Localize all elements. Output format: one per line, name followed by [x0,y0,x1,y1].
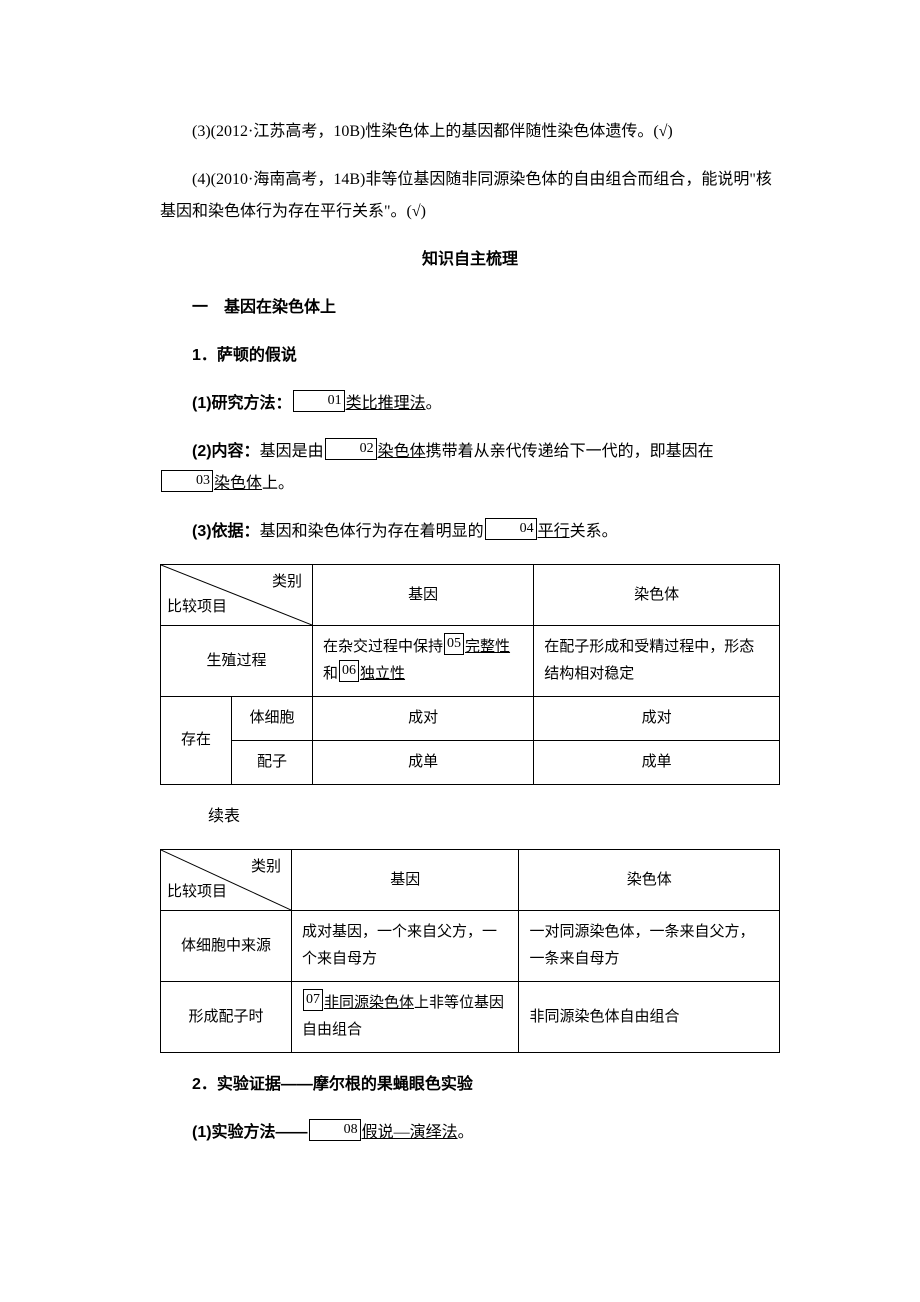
subsection-1-1: 1．萨顿的假说 [160,340,780,372]
t1-h-col2: 基因 [313,565,534,626]
t2-r2c3: 非同源染色体自由组合 [519,982,780,1053]
t2-h-col2: 基因 [292,850,519,911]
sub2-label: 2．实验证据——摩尔根的果蝇眼色实验 [192,1076,473,1093]
t1-r3c1b: 配子 [232,741,313,785]
point-2: (2)内容：基因是由02染色体携带着从亲代传递给下一代的，即基因在03染色体上。 [160,436,780,500]
p2-t5: 上。 [262,475,294,492]
t2-r1c3: 一对同源染色体，一条来自父方，一条来自母方 [519,911,780,982]
t1-r2c1a: 存在 [161,697,232,785]
p2-label: (2)内容： [192,443,260,460]
statement-4: (4)(2010·海南高考，14B)非等位基因随非同源染色体的自由组合而组合，能… [160,164,780,228]
p3-label: (3)依据： [192,523,260,540]
t2-h-col3: 染色体 [519,850,780,911]
t2-r2c1: 形成配子时 [161,982,292,1053]
box-04: 04 [485,518,537,540]
p2-ans2: 染色体 [214,475,262,492]
t1-r1c2-a: 在杂交过程中保持 [323,639,443,655]
t1-r2c1b: 体细胞 [232,697,313,741]
section-1-prefix: 一 [192,299,224,316]
p3-ans: 平行 [538,523,570,540]
p21-suffix: 。 [458,1124,474,1141]
section-1-title: 一 基因在染色体上 [160,292,780,324]
t1-r1c1: 生殖过程 [161,626,313,697]
t1-r1c3: 在配子形成和受精过程中，形态结构相对稳定 [534,626,780,697]
t1-r3c2: 成单 [313,741,534,785]
p1-suffix: 。 [426,395,442,412]
table-1: 类别 比较项目 基因 染色体 生殖过程 在杂交过程中保持05完整性和06独立性 … [160,564,780,785]
box-07: 07 [303,989,323,1011]
t1-r1c2-d: 独立性 [360,666,405,682]
t1-h-col3: 染色体 [534,565,780,626]
t2-r1c2: 成对基因，一个来自父方，一个来自母方 [292,911,519,982]
statement-3: (3)(2012·江苏高考，10B)性染色体上的基因都伴随性染色体遗传。(√) [160,116,780,148]
t1-r1c2-b: 完整性 [465,639,510,655]
continue-label: 续表 [160,801,780,833]
t2-r1c1: 体细胞中来源 [161,911,292,982]
box-02: 02 [325,438,377,460]
p21-label: (1)实验方法—— [192,1124,308,1141]
point-2-1: (1)实验方法——08假说—演绎法。 [160,1117,780,1149]
diag-header-1: 类别 比较项目 [161,565,313,626]
p3-t3: 关系。 [570,523,618,540]
box-05: 05 [444,633,464,655]
point-3: (3)依据：基因和染色体行为存在着明显的04平行关系。 [160,516,780,548]
box-08: 08 [309,1119,361,1141]
box-01: 01 [293,390,345,412]
t1-r1c2: 在杂交过程中保持05完整性和06独立性 [313,626,534,697]
p3-t1: 基因和染色体行为存在着明显的 [260,523,484,540]
diag-top-2: 类别 [251,854,281,881]
p2-ans1: 染色体 [378,443,426,460]
p1-label: (1)研究方法： [192,395,292,412]
diag-bottom-1: 比较项目 [167,594,227,621]
subsection-2: 2．实验证据——摩尔根的果蝇眼色实验 [160,1069,780,1101]
box-06: 06 [339,660,359,682]
sub1-label: 1．萨顿的假说 [192,347,297,364]
main-heading: 知识自主梳理 [160,244,780,276]
diag-header-2: 类别 比较项目 [161,850,292,911]
p21-ans: 假说—演绎法 [362,1124,458,1141]
t2-r2c2a: 非同源染色体 [324,995,414,1011]
t1-r2c2: 成对 [313,697,534,741]
t1-r1c2-c: 和 [323,666,338,682]
p2-t1: 基因是由 [260,443,324,460]
diag-top-1: 类别 [272,569,302,596]
section-1-text: 基因在染色体上 [224,299,336,316]
point-1: (1)研究方法：01类比推理法。 [160,388,780,420]
p2-t3: 携带着从亲代传递给下一代的，即基因在 [426,443,714,460]
diag-bottom-2: 比较项目 [167,879,227,906]
p1-answer: 类比推理法 [346,395,426,412]
t2-r2c2: 07非同源染色体上非等位基因自由组合 [292,982,519,1053]
t1-r3c3: 成单 [534,741,780,785]
t1-r2c3: 成对 [534,697,780,741]
table-2: 类别 比较项目 基因 染色体 体细胞中来源 成对基因，一个来自父方，一个来自母方… [160,849,780,1053]
box-03: 03 [161,470,213,492]
